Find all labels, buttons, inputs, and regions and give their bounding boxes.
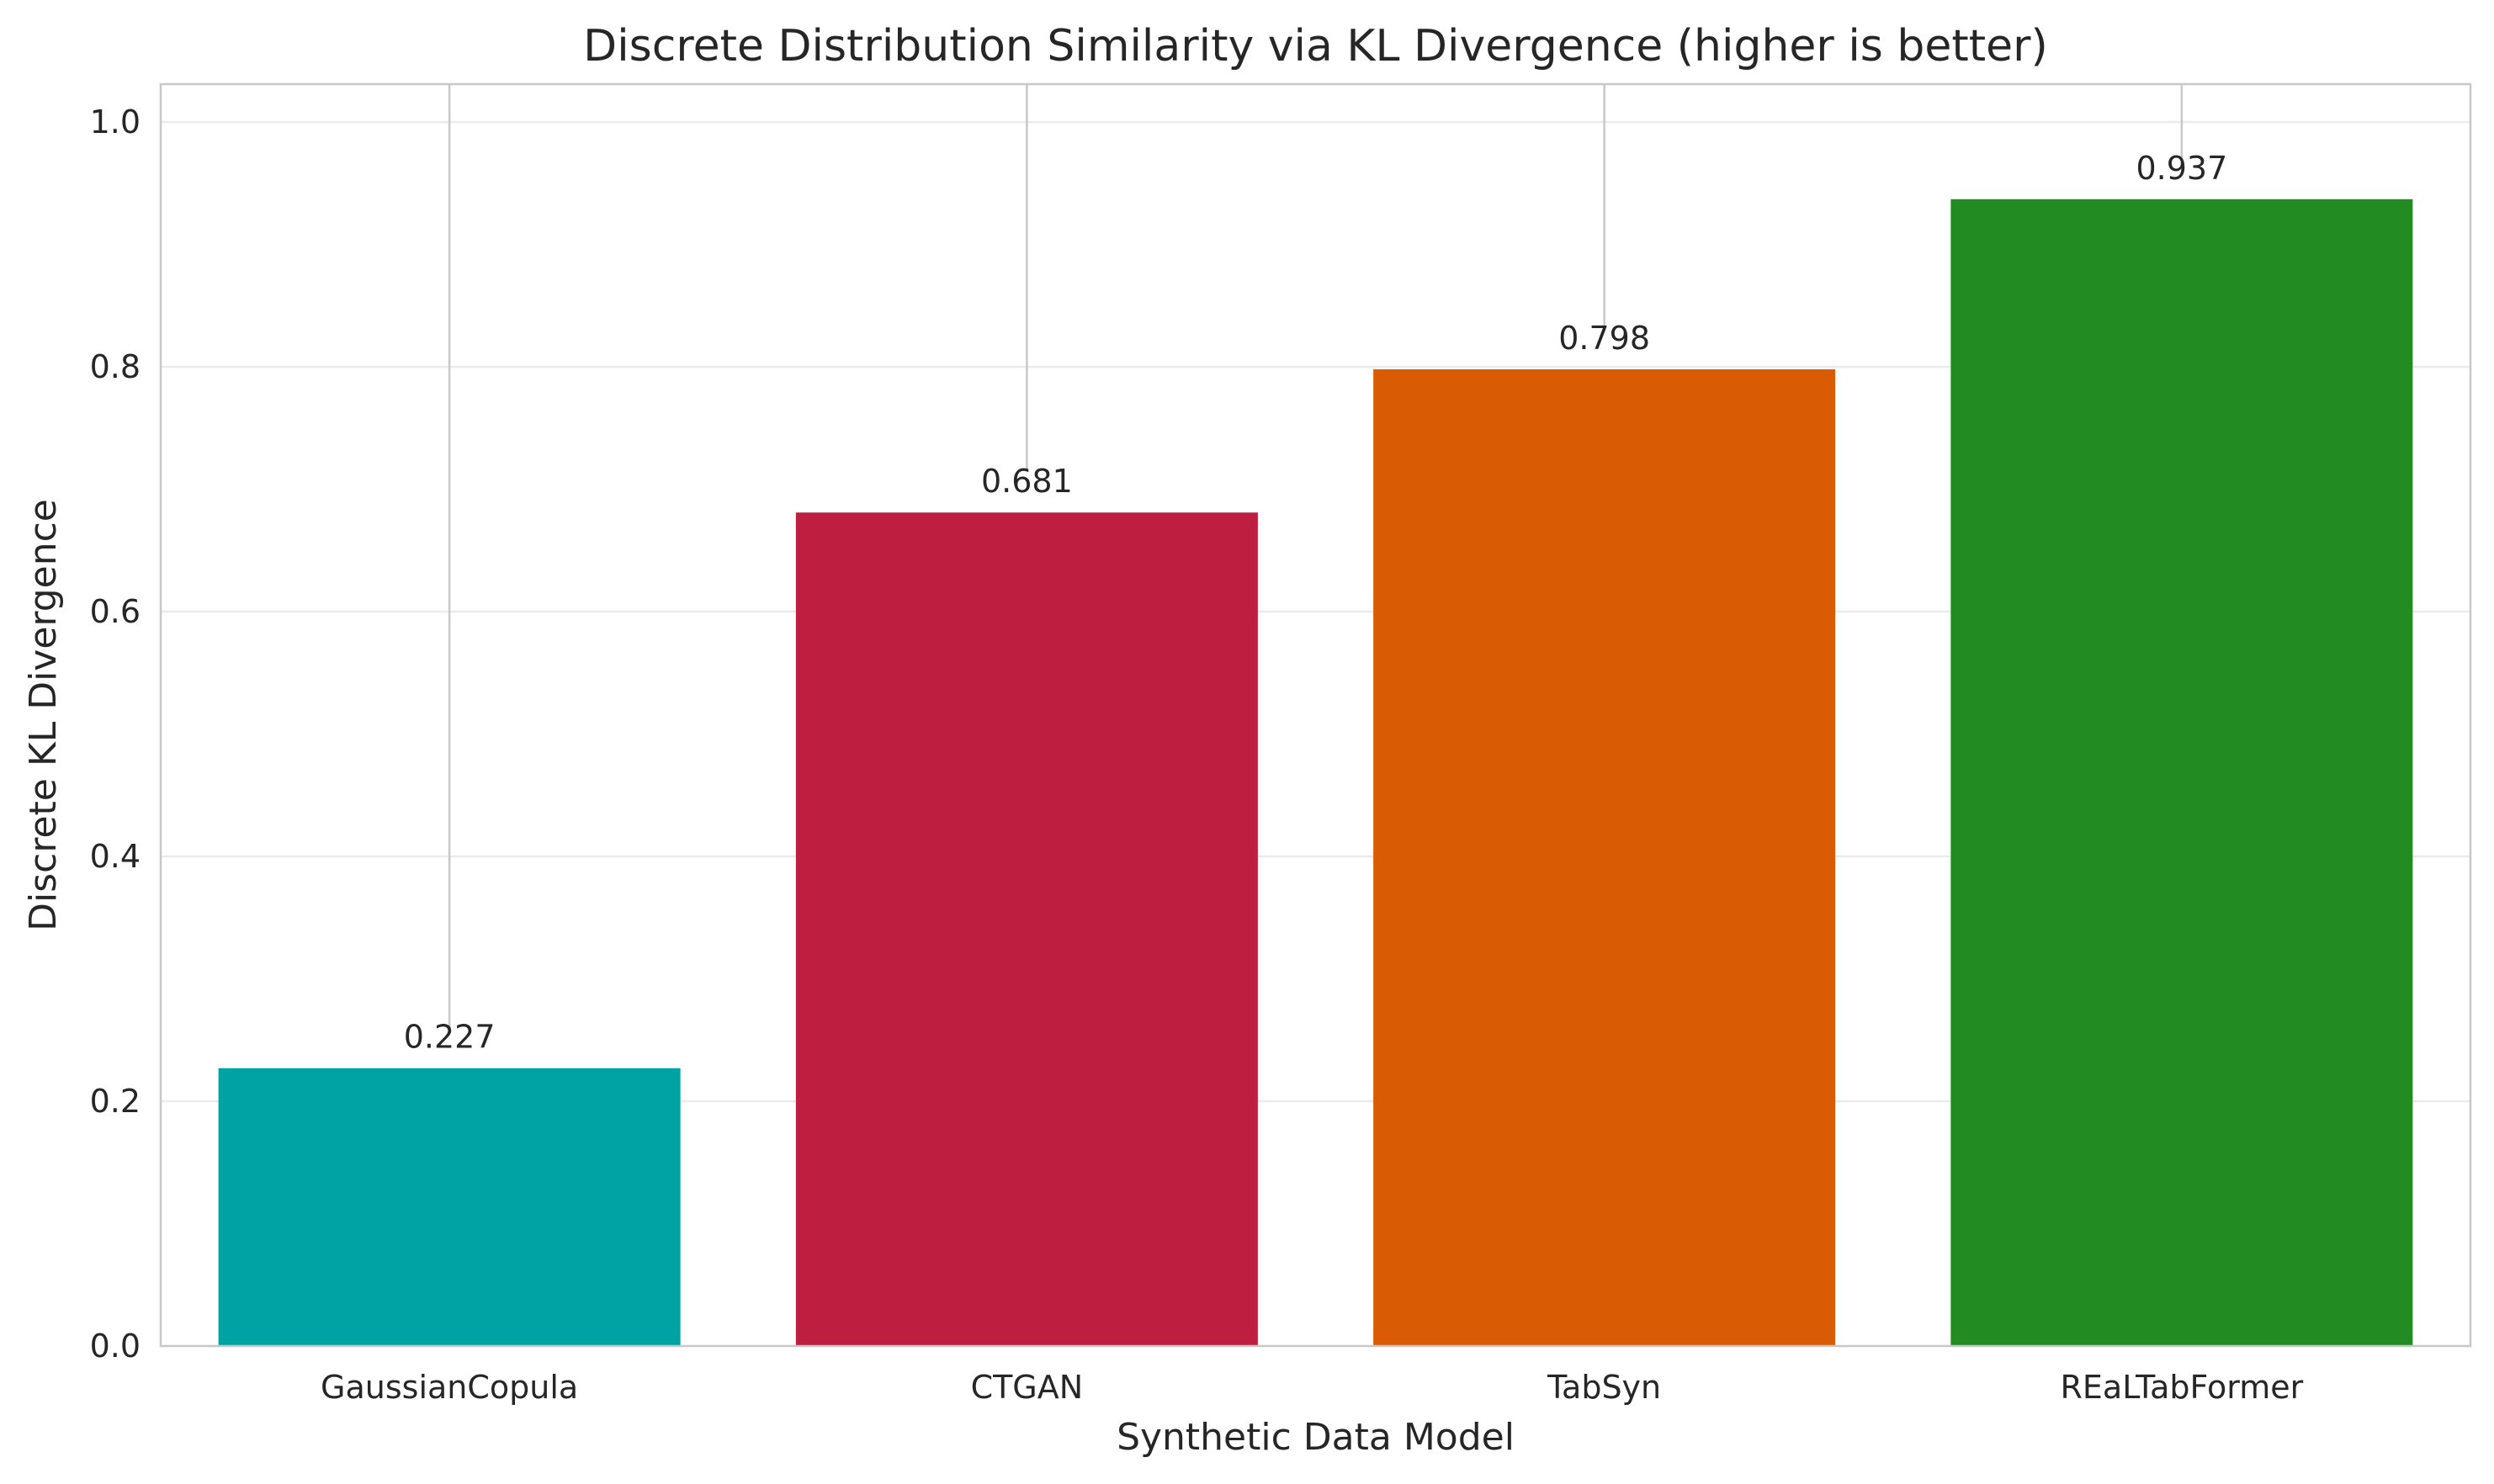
data-label: 0.227 <box>404 1019 496 1056</box>
x-tick-label: CTGAN <box>971 1369 1084 1406</box>
vertical-gridlines <box>448 84 2184 1028</box>
bar-realtabformer <box>1950 199 2413 1347</box>
bar-ctgan <box>795 512 1258 1346</box>
bar-gaussiancopula <box>218 1068 681 1346</box>
y-tick-labels: 0.0 0.2 0.4 0.6 0.8 1.0 <box>90 103 141 1365</box>
x-tick-label: GaussianCopula <box>321 1369 578 1406</box>
y-tick-label: 0.4 <box>90 838 141 875</box>
x-tick-label: TabSyn <box>1547 1369 1661 1406</box>
data-label: 0.681 <box>981 463 1073 500</box>
y-tick-label: 0.6 <box>90 593 141 630</box>
plot-frame <box>159 82 2472 1348</box>
bars <box>218 199 2413 1347</box>
x-tick-labels: GaussianCopula CTGAN TabSyn REaLTabFormer <box>321 1369 2304 1406</box>
x-axis-label: Synthetic Data Model <box>1117 1416 1515 1459</box>
data-labels: 0.227 0.681 0.798 0.937 <box>404 150 2228 1056</box>
y-tick-label: 1.0 <box>90 103 141 140</box>
data-label: 0.798 <box>1558 320 1650 357</box>
data-label: 0.937 <box>2136 150 2227 187</box>
y-tick-label: 0.8 <box>90 348 141 385</box>
y-axis-label: Discrete KL Divergence <box>22 499 65 931</box>
bar-tabsyn <box>1373 368 1836 1347</box>
x-tick-label: REaLTabFormer <box>2061 1369 2304 1406</box>
y-tick-label: 0.0 <box>90 1328 141 1365</box>
chart-title: Discrete Distribution Similarity via KL … <box>583 21 2048 72</box>
y-tick-label: 0.2 <box>90 1083 141 1120</box>
